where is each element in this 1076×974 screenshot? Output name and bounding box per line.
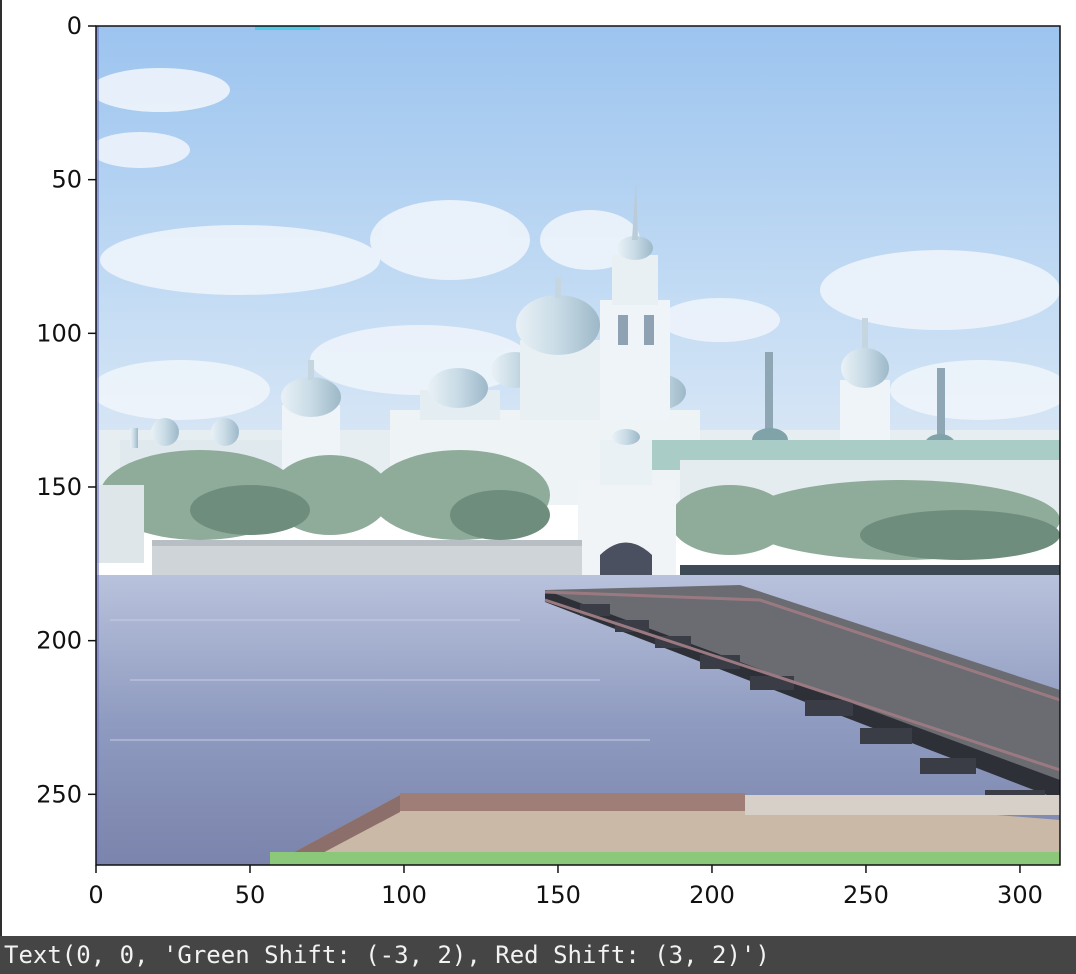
- axes-frame: [95, 25, 1061, 866]
- figure-canvas: 0 50 100 150 200 250 300 0 50 100 150 200 250: [36, 12, 1061, 909]
- x-tick-label: 200: [689, 881, 735, 909]
- y-tick-label: 250: [36, 780, 82, 808]
- y-tick-label: 50: [51, 166, 82, 194]
- x-tick-label: 50: [235, 881, 266, 909]
- cell-left-border: [0, 0, 2, 936]
- x-tick-label: 250: [843, 881, 889, 909]
- output-text-line: Text(0, 0, 'Green Shift: (-3, 2), Red Sh…: [0, 936, 1076, 974]
- y-tick-label: 150: [36, 473, 82, 501]
- y-tick-label: 200: [36, 627, 82, 655]
- matplotlib-figure: 0 50 100 150 200 250 300 0 50 100 150 200 250: [36, 12, 1061, 909]
- photo-image: [96, 26, 1060, 865]
- x-axis: 0 50 100 150 200 250 300: [88, 865, 1043, 909]
- y-tick-label: 100: [36, 319, 82, 347]
- x-tick-label: 100: [381, 881, 427, 909]
- x-tick-label: 0: [88, 881, 103, 909]
- x-tick-label: 150: [535, 881, 581, 909]
- x-tick-label: 300: [997, 881, 1043, 909]
- y-axis: 0 50 100 150 200 250: [36, 12, 96, 808]
- y-tick-label: 0: [67, 12, 82, 40]
